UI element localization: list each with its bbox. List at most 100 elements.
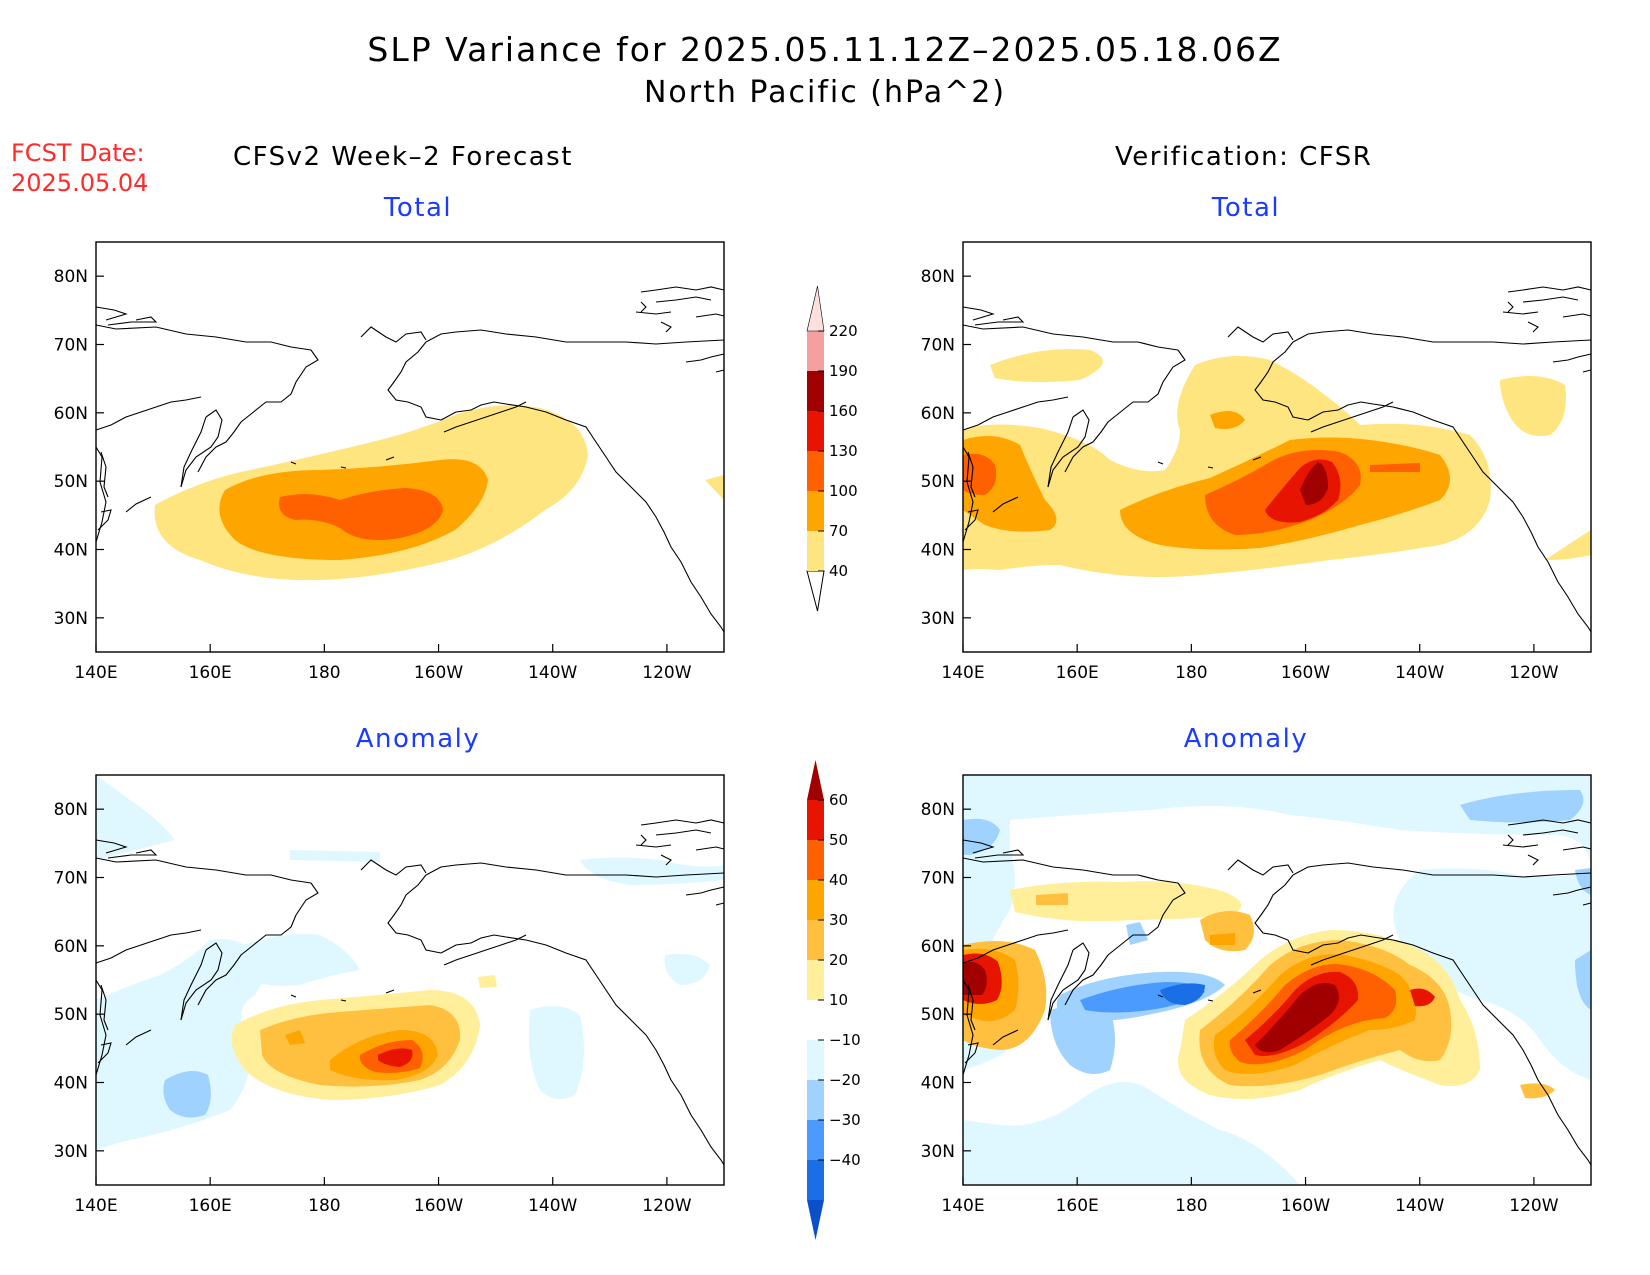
colorbar-total-swatch <box>807 451 824 491</box>
lon-tick-label: 160E <box>189 1196 232 1216</box>
lat-tick-label: 50N <box>921 1005 955 1025</box>
lat-tick-label: 30N <box>921 609 955 629</box>
lon-tick-label: 140E <box>74 1196 117 1216</box>
forecast-total-map <box>96 242 724 652</box>
lat-tick-label: 50N <box>54 1005 88 1025</box>
colorbar-total-label: 100 <box>829 482 858 500</box>
colorbar-total-swatch <box>807 371 824 411</box>
colorbar-anomaly-label: −10 <box>829 1031 861 1049</box>
colorbar-anomaly-label: −20 <box>829 1071 861 1089</box>
lon-tick-label: 140W <box>528 663 577 683</box>
colorbar-anomaly-swatch <box>807 960 824 1000</box>
fcst-date: 2025.05.04 <box>11 169 149 197</box>
colorbar-total-label: 70 <box>829 522 848 540</box>
lon-tick-label: 160W <box>414 1196 463 1216</box>
lat-tick-label: 60N <box>921 937 955 957</box>
colorbar-total-label: 190 <box>829 362 858 380</box>
lat-tick-label: 60N <box>54 937 88 957</box>
panel-subtitle-verification-anomaly: Anomaly <box>1183 724 1309 754</box>
colorbar-anomaly-label: 10 <box>829 991 848 1009</box>
lon-tick-label: 160E <box>1056 663 1099 683</box>
lon-tick-label: 180 <box>308 1196 340 1216</box>
colorbar-anomaly-swatch <box>807 880 824 920</box>
panel-subtitle-forecast-total: Total <box>383 193 453 223</box>
lon-tick-label: 120W <box>1509 663 1558 683</box>
colorbar-anomaly-label: 50 <box>829 831 848 849</box>
colorbar-anomaly-swatch <box>807 800 824 840</box>
lon-tick-label: 140W <box>528 1196 577 1216</box>
lon-tick-label: 160W <box>414 663 463 683</box>
lon-tick-label: 140W <box>1395 1196 1444 1216</box>
colorbar-total-swatch <box>807 531 824 571</box>
colorbar-total-lower-arrow <box>806 570 825 612</box>
colorbar-anomaly-label: −40 <box>829 1151 861 1169</box>
lon-tick-label: 120W <box>642 1196 691 1216</box>
lon-tick-label: 140E <box>74 663 117 683</box>
lon-tick-label: 120W <box>1509 1196 1558 1216</box>
colorbar-total-label: 40 <box>829 562 848 580</box>
colorbar-anomaly-swatch <box>807 1040 824 1080</box>
colorbar-total-swatch <box>807 491 824 531</box>
verification-anomaly-map <box>963 775 1591 1185</box>
colorbar-total: 40 70 100 130 160 190 220 <box>806 285 858 612</box>
colorbar-anomaly-swatch <box>807 1120 824 1160</box>
lat-tick-label: 30N <box>54 609 88 629</box>
panel-subtitle-forecast-anomaly: Anomaly <box>355 724 481 754</box>
colorbar-total-label: 130 <box>829 442 858 460</box>
colorbar-total-swatch <box>807 411 824 451</box>
colorbar-total-label: 220 <box>829 322 858 340</box>
colorbar-anomaly-label: 30 <box>829 911 848 929</box>
lon-tick-label: 140E <box>941 1196 984 1216</box>
lat-tick-label: 70N <box>921 869 955 889</box>
lat-tick-label: 70N <box>54 869 88 889</box>
lon-tick-label: 180 <box>1175 1196 1207 1216</box>
colorbar-anomaly-upper-arrow <box>807 760 824 800</box>
fcst-date-label: FCST Date: 2025.05.04 <box>11 138 148 198</box>
lat-tick-label: 30N <box>921 1142 955 1162</box>
lat-tick-label: 50N <box>921 472 955 492</box>
lat-tick-label: 30N <box>54 1142 88 1162</box>
lat-tick-label: 70N <box>54 336 88 356</box>
colorbar-anomaly-label: 60 <box>829 791 848 809</box>
lon-tick-label: 180 <box>308 663 340 683</box>
panel-subtitle-verification-total: Total <box>1211 193 1281 223</box>
forecast-column-title: CFSv2 Week–2 Forecast <box>233 142 573 172</box>
colorbar-anomaly-swatch <box>807 1160 824 1200</box>
colorbar-anomaly-swatch <box>807 1080 824 1120</box>
lon-tick-label: 120W <box>642 663 691 683</box>
colorbar-anomaly-swatch <box>807 920 824 960</box>
lat-tick-label: 40N <box>921 1074 955 1094</box>
lat-tick-label: 60N <box>54 404 88 424</box>
verification-total-frame <box>962 241 1592 653</box>
lon-tick-label: 160E <box>1056 1196 1099 1216</box>
colorbar-anomaly-label: 20 <box>829 951 848 969</box>
lon-tick-label: 140E <box>941 663 984 683</box>
colorbar-anomaly-label: −30 <box>829 1111 861 1129</box>
verification-anomaly-frame <box>962 774 1592 1186</box>
colorbar-total-label: 160 <box>829 402 858 420</box>
fcst-label: FCST Date: <box>11 139 145 167</box>
forecast-total-frame <box>95 241 725 653</box>
lat-tick-label: 50N <box>54 472 88 492</box>
main-title: SLP Variance for 2025.05.11.12Z–2025.05.… <box>367 30 1283 69</box>
lon-tick-label: 180 <box>1175 663 1207 683</box>
verification-total-map <box>963 242 1591 652</box>
lat-tick-label: 40N <box>921 541 955 561</box>
colorbar-anomaly: 60 50 40 30 20 10 −10 −20 −30 −40 <box>807 760 861 1240</box>
lat-tick-label: 80N <box>921 267 955 287</box>
lat-tick-label: 40N <box>54 1074 88 1094</box>
forecast-anomaly-frame <box>95 774 725 1186</box>
forecast-anomaly-map <box>96 775 724 1185</box>
verification-column-title: Verification: CFSR <box>1115 142 1373 172</box>
lon-tick-label: 160W <box>1281 663 1330 683</box>
lat-tick-label: 80N <box>54 267 88 287</box>
axes-layer: 140E 160E 180 160W 140W 120W 80N 70N 60N 50N 40N 30… <box>54 267 1559 1216</box>
lon-tick-label: 140W <box>1395 663 1444 683</box>
lat-tick-label: 60N <box>921 404 955 424</box>
lat-tick-label: 70N <box>921 336 955 356</box>
lat-tick-label: 80N <box>921 800 955 820</box>
lat-tick-label: 40N <box>54 541 88 561</box>
colorbar-total-upper-arrow <box>806 285 825 332</box>
lon-tick-label: 160E <box>189 663 232 683</box>
